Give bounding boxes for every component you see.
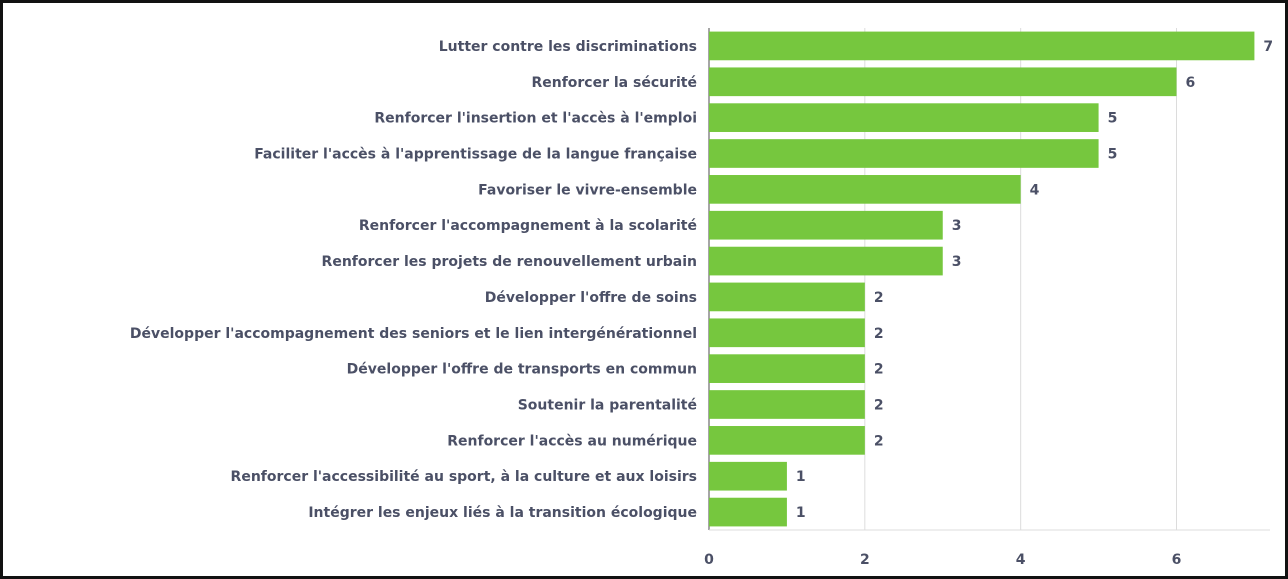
value-label: 4: [1030, 182, 1040, 198]
y-tick-label: Développer l'offre de transports en comm…: [347, 362, 697, 378]
y-tick-label: Développer l'accompagnement des seniors …: [130, 326, 697, 342]
bar: [709, 246, 943, 276]
y-tick-label: Soutenir la parentalité: [518, 398, 697, 414]
x-tick-label: 0: [704, 552, 714, 568]
bar: [709, 175, 1021, 204]
bar: [709, 426, 865, 455]
y-tick-label: Renforcer l'accès au numérique: [447, 433, 697, 449]
value-label: 5: [1108, 147, 1118, 163]
y-tick-label: Renforcer l'insertion et l'accès à l'emp…: [374, 111, 697, 127]
y-tick-label: Renforcer l'accessibilité au sport, à la…: [231, 469, 697, 485]
bar: [709, 461, 787, 491]
y-tick-label: Intégrer les enjeux liés à la transition…: [308, 505, 697, 521]
y-tick-label: Renforcer l'accompagnement à la scolarit…: [359, 218, 697, 234]
y-tick-label: Développer l'offre de soins: [485, 290, 697, 306]
value-label: 2: [874, 433, 884, 449]
bar: [709, 354, 865, 383]
value-label: 6: [1186, 75, 1196, 91]
bar: [709, 210, 943, 240]
y-tick-label: Favoriser le vivre-ensemble: [478, 182, 697, 198]
x-tick-label: 2: [860, 552, 870, 568]
bar: [709, 103, 1099, 132]
x-tick-label: 6: [1172, 552, 1182, 568]
y-tick-label: Renforcer la sécurité: [531, 75, 697, 91]
bar: [709, 318, 865, 348]
value-label: 2: [874, 290, 884, 306]
value-label: 7: [1263, 39, 1273, 55]
value-label: 2: [874, 362, 884, 378]
y-tick-label: Renforcer les projets de renouvellement …: [322, 254, 697, 270]
value-label: 3: [952, 218, 962, 234]
value-label: 1: [796, 469, 806, 485]
value-label: 2: [874, 398, 884, 414]
bar: [709, 67, 1177, 97]
value-label: 3: [952, 254, 962, 270]
value-label: 1: [796, 505, 806, 521]
bar: [709, 31, 1255, 61]
x-tick-label: 4: [1016, 552, 1026, 568]
bar: [709, 139, 1099, 168]
value-label: 2: [874, 326, 884, 342]
y-tick-label: Faciliter l'accès à l'apprentissage de l…: [254, 147, 697, 163]
bar: [709, 390, 865, 419]
value-label: 5: [1108, 111, 1118, 127]
bar: [709, 282, 865, 312]
bar: [709, 497, 787, 527]
y-tick-label: Lutter contre les discriminations: [439, 39, 697, 55]
